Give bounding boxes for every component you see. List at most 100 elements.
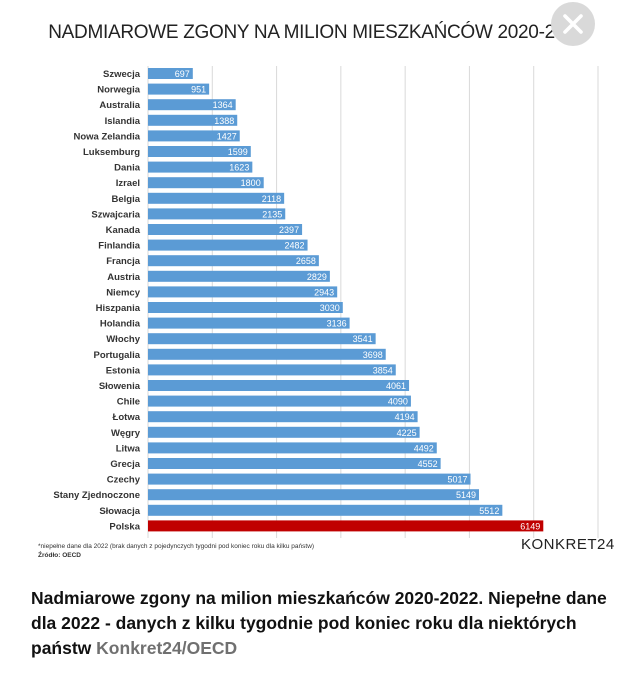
category-label: Węgry [111, 428, 141, 439]
bar [148, 442, 437, 454]
value-label: 3136 [327, 319, 347, 329]
category-label: Stany Zjednoczone [53, 490, 140, 501]
bar [148, 224, 303, 235]
value-label: 4552 [418, 459, 438, 469]
category-label: Australia [99, 100, 140, 111]
value-label: 951 [191, 85, 206, 95]
category-label: Słowacja [99, 506, 140, 517]
category-label: Islandia [105, 116, 141, 127]
value-label: 1800 [241, 178, 261, 188]
bar [148, 161, 253, 173]
caption-text: Nadmiarowe zgony na milion mieszkańców 2… [31, 588, 607, 658]
bar [148, 177, 264, 189]
chart-image: NADMIAROWE ZGONY NA MILION MIESZKAŃCÓW 2… [38, 22, 615, 560]
value-label: 2943 [314, 287, 334, 297]
value-label: 2135 [262, 209, 282, 219]
value-label: 3698 [363, 350, 383, 360]
bar [148, 270, 330, 282]
category-label: Litwa [116, 443, 141, 454]
bar [148, 520, 544, 532]
bar [148, 146, 251, 157]
footnote: *niepełne dane dla 2022 (brak danych z p… [38, 542, 314, 560]
category-label: Szwecja [103, 69, 141, 80]
bar [148, 333, 376, 345]
image-caption: Nadmiarowe zgony na milion mieszkańców 2… [31, 586, 616, 661]
category-label: Polska [109, 521, 140, 532]
category-label: Izrael [116, 178, 140, 189]
category-label: Grecja [110, 459, 140, 470]
close-icon [563, 14, 583, 34]
bar [148, 302, 343, 313]
value-label: 3541 [353, 334, 373, 344]
bar [148, 239, 308, 251]
category-label: Holandia [100, 319, 141, 330]
category-label: Słowenia [99, 381, 141, 392]
close-button[interactable] [551, 2, 595, 46]
value-label: 1599 [228, 147, 248, 157]
category-label: Luksemburg [83, 147, 140, 158]
category-label: Nowa Zelandia [73, 131, 140, 142]
bar [148, 473, 471, 485]
bar [148, 114, 238, 126]
bar [148, 489, 480, 501]
category-label: Szwajcaria [91, 209, 140, 220]
value-label: 4225 [397, 428, 417, 438]
bar [148, 192, 285, 204]
category-label: Dania [114, 163, 141, 174]
value-label: 4194 [395, 412, 415, 422]
footnote-note: *niepełne dane dla 2022 (brak danych z p… [38, 543, 315, 550]
bar [148, 426, 420, 438]
value-label: 2118 [262, 194, 281, 204]
bar [148, 286, 338, 298]
caption-source: Konkret24/OECD [96, 638, 238, 658]
category-label: Włochy [106, 334, 140, 345]
bar [148, 68, 193, 79]
value-label: 5017 [447, 475, 467, 485]
value-label: 2397 [279, 225, 299, 235]
value-label: 1427 [217, 131, 237, 141]
bar [148, 130, 240, 142]
bar [148, 255, 319, 267]
bar [148, 208, 286, 220]
category-label: Chile [117, 397, 140, 408]
value-label: 2482 [285, 241, 305, 251]
bar [148, 348, 386, 360]
bar [148, 364, 396, 376]
value-label: 5512 [479, 506, 499, 516]
value-label: 1364 [213, 100, 233, 110]
bar [148, 411, 418, 423]
category-label: Łotwa [113, 412, 141, 423]
value-label: 6149 [520, 521, 540, 531]
bar [148, 83, 210, 95]
value-label: 4061 [386, 381, 406, 391]
category-label: Kanada [106, 225, 141, 236]
brand-logo: KONKRET24 [521, 536, 615, 553]
bar [148, 317, 350, 329]
category-label: Hiszpania [96, 303, 141, 314]
value-label: 1388 [214, 116, 234, 126]
category-label: Norwegia [97, 85, 140, 96]
footnote-source: Źródło: OECD [38, 552, 81, 559]
category-label: Belgia [111, 194, 140, 205]
value-label: 3030 [320, 303, 340, 313]
value-label: 5149 [456, 490, 476, 500]
bar-chart: Szwecja 697 Norwegia 951 Australia 1364 Island… [53, 66, 599, 538]
value-label: 2829 [307, 272, 327, 282]
value-label: 1623 [229, 163, 249, 173]
value-label: 4492 [414, 443, 434, 453]
category-label: Niemcy [106, 287, 141, 298]
category-label: Finlandia [98, 241, 140, 252]
category-label: Czechy [107, 475, 141, 486]
value-label: 2658 [296, 256, 316, 266]
category-label: Francja [106, 256, 141, 267]
value-label: 4090 [388, 397, 408, 407]
bar [148, 99, 236, 111]
value-label: 3854 [373, 365, 393, 375]
bar [148, 458, 441, 469]
category-label: Austria [107, 272, 140, 283]
chart-title: NADMIAROWE ZGONY NA MILION MIESZKAŃCÓW 2… [48, 22, 593, 43]
bar [148, 395, 411, 407]
category-label: Portugalia [94, 350, 141, 361]
bar [148, 380, 410, 391]
value-label: 697 [175, 69, 190, 79]
